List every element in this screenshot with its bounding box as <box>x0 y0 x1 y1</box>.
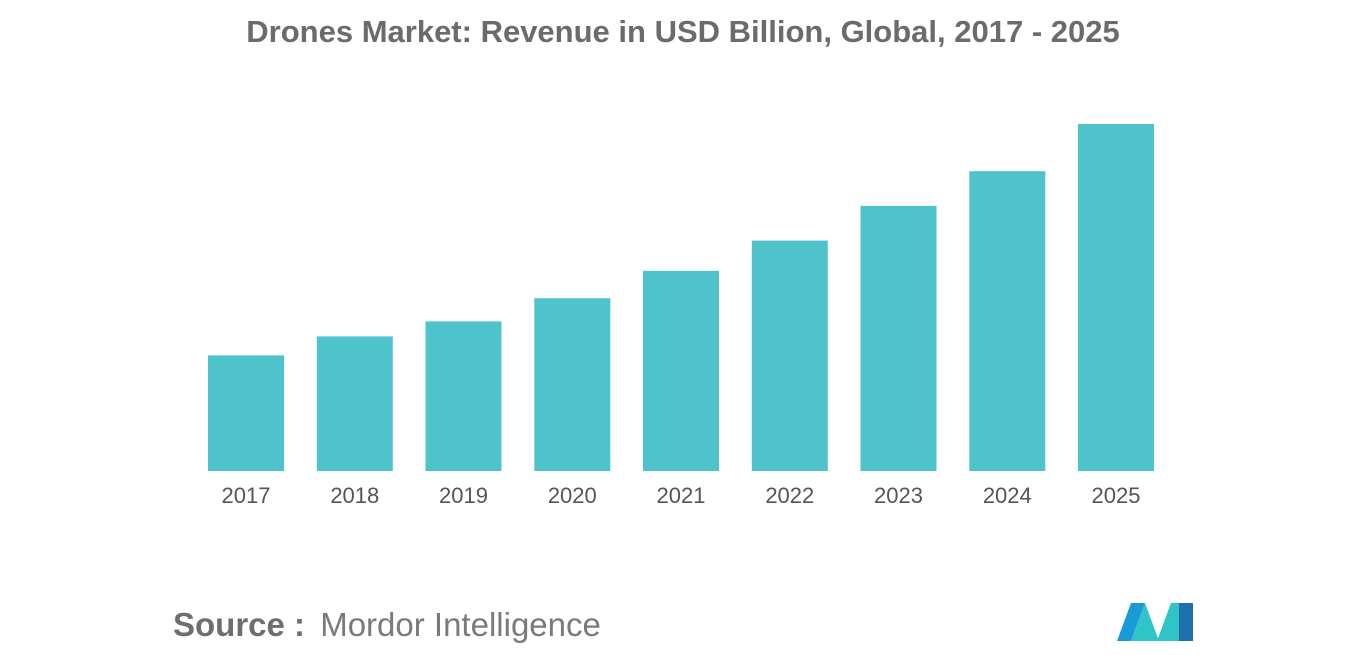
source-note: Source : Mordor Intelligence <box>173 606 601 644</box>
source-text: Mordor Intelligence <box>320 606 601 643</box>
bar-2018 <box>316 336 393 471</box>
bar-2025 <box>1078 124 1154 471</box>
bar-2017 <box>208 355 284 471</box>
chart-title: Drones Market: Revenue in USD Billion, G… <box>246 14 1120 49</box>
x-tick-label-2018: 2018 <box>330 483 379 508</box>
x-tick-label-2023: 2023 <box>874 483 923 508</box>
bar-2022 <box>751 240 828 471</box>
source-label: Source <box>173 606 285 643</box>
x-tick-label-2020: 2020 <box>548 483 597 508</box>
x-tick-label-2017: 2017 <box>222 483 271 508</box>
bar-2023 <box>860 205 937 471</box>
x-tick-labels-group: 2017 2018 2019 2020 2021 2022 2023 2024 2025 <box>222 483 1141 508</box>
x-tick-label-2024: 2024 <box>983 483 1032 508</box>
bar-2019 <box>425 321 502 471</box>
x-tick-label-2021: 2021 <box>657 483 706 508</box>
source-separator: : <box>294 606 306 643</box>
mordor-intelligence-logo-icon <box>1117 603 1193 641</box>
bars-group <box>208 124 1154 471</box>
bar-2020 <box>534 298 611 471</box>
x-tick-label-2019: 2019 <box>439 483 488 508</box>
x-tick-label-2022: 2022 <box>765 483 814 508</box>
bar-2021 <box>643 270 719 471</box>
bar-2024 <box>969 171 1046 471</box>
x-tick-label-2025: 2025 <box>1092 483 1141 508</box>
